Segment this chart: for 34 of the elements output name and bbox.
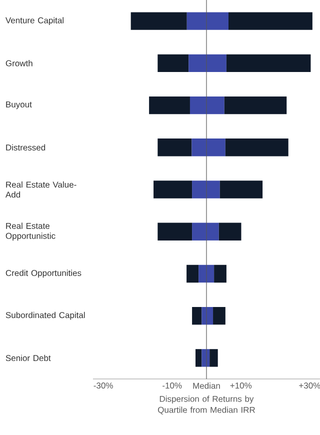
bar bbox=[149, 96, 190, 114]
bar bbox=[218, 222, 242, 240]
bar bbox=[154, 180, 192, 198]
bar bbox=[130, 12, 187, 30]
bar bbox=[228, 12, 312, 30]
bar bbox=[192, 306, 202, 325]
bar bbox=[224, 96, 287, 114]
x-tick-label: +30% bbox=[299, 382, 320, 389]
x-tick-label: +10% bbox=[230, 382, 252, 389]
y-tick-label: Real Estate Value-Add bbox=[5, 181, 76, 198]
bar bbox=[225, 138, 288, 156]
x-tick-label: -10% bbox=[162, 382, 182, 389]
x-axis-title: Dispersion of Returns by Quartile from Median IRR bbox=[158, 396, 255, 414]
bar bbox=[226, 54, 311, 72]
x-tick-label: Median bbox=[193, 382, 220, 389]
y-tick-label: Venture Capital bbox=[5, 17, 64, 26]
y-tick-label: Senior Debt bbox=[6, 354, 51, 362]
bar bbox=[158, 222, 192, 240]
y-tick-label: Growth bbox=[6, 60, 32, 66]
bar bbox=[158, 138, 192, 156]
y-tick-label: Real Estate Opportunistic bbox=[6, 222, 56, 241]
y-tick-label: Distressed bbox=[6, 144, 46, 151]
bar bbox=[158, 54, 189, 72]
bar bbox=[202, 349, 206, 367]
y-tick-label: Subordinated Capital bbox=[6, 312, 85, 320]
bar bbox=[214, 264, 226, 283]
bar bbox=[186, 264, 199, 283]
bar bbox=[220, 180, 263, 198]
y-tick-label: Credit Opportunities bbox=[6, 270, 82, 278]
x-tick-label: -30% bbox=[94, 382, 113, 389]
bar bbox=[210, 349, 218, 367]
y-tick-label: Buyout bbox=[6, 101, 32, 110]
bar bbox=[195, 349, 202, 367]
bar bbox=[213, 306, 226, 325]
